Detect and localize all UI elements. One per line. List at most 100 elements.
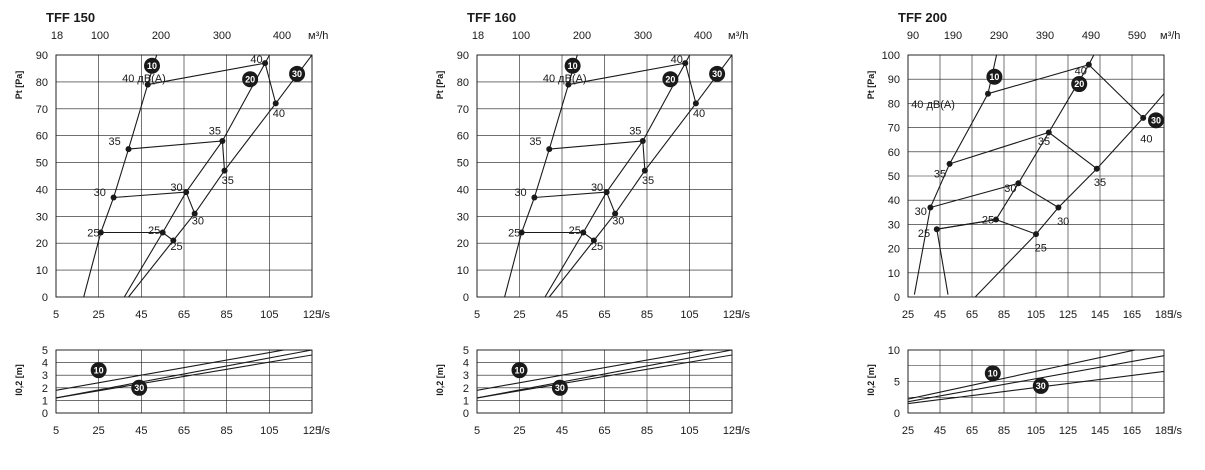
series-badge-30-label: 30: [292, 69, 302, 79]
x-tick-label: 105: [1027, 309, 1045, 321]
level-label: 35: [1038, 136, 1050, 148]
level-point: [1055, 204, 1062, 211]
x2-tick-label: 290: [990, 30, 1008, 42]
x-tick-label: 85: [221, 309, 233, 321]
y-tick-label: 40: [36, 184, 48, 196]
x-tick-label: 65: [178, 309, 190, 321]
level-point: [531, 194, 538, 201]
x-tick-label: 85: [641, 309, 653, 321]
x-tick-label: 25: [902, 309, 914, 321]
x-tick-label: 5: [474, 309, 480, 321]
level-label: 40: [693, 108, 705, 120]
series-badge-30-label: 30: [1151, 116, 1161, 126]
level-label: 30: [514, 187, 526, 199]
level-label: 30: [591, 182, 603, 194]
x-tick-label: 185: [1155, 309, 1173, 321]
throw-frame: [907, 349, 1165, 414]
x2-tick-label: 100: [512, 30, 530, 42]
throw-line-20: [56, 350, 312, 399]
level-point: [518, 229, 525, 236]
level-label: 40: [671, 54, 683, 66]
level-label: 35: [222, 175, 234, 187]
curve-group: [504, 55, 732, 297]
series-badge-10: 10: [986, 68, 1003, 85]
level-label: 35: [629, 125, 641, 137]
throw-badge-10-label: 10: [988, 369, 998, 379]
level-point: [272, 100, 279, 107]
throw-badge-10: 10: [511, 362, 528, 379]
level-point: [639, 138, 646, 145]
throw-x-tick-label: 105: [260, 425, 278, 437]
y-tick-label: 70: [457, 104, 469, 116]
throw-line-10: [56, 350, 287, 391]
level-label: 25: [87, 227, 99, 239]
level-label: 35: [109, 136, 121, 148]
throw-x-tick-label: 125: [723, 425, 741, 437]
series-curve-10: [504, 55, 578, 297]
series-badge-30-circle: [709, 65, 726, 82]
throw-y-tick-label: 5: [894, 377, 900, 389]
x2-tick-label: 300: [634, 30, 652, 42]
series-badge-20-circle: [662, 71, 679, 88]
y-tick-label: 90: [457, 50, 469, 62]
throw-x-axis-label: l/s: [1171, 425, 1183, 437]
level-point: [219, 138, 226, 145]
level-point: [221, 167, 228, 174]
level-point: [993, 216, 999, 223]
throw-y-tick-label: 0: [894, 408, 900, 420]
level-label: 25: [982, 215, 994, 227]
level-label: 25: [1035, 242, 1047, 254]
throw-y-axis-label: l0,2 [m]: [435, 364, 445, 396]
x-tick-label: 45: [556, 309, 568, 321]
y-tick-label: 60: [36, 131, 48, 143]
x-tick-label: 25: [513, 309, 525, 321]
throw-badge-30-label: 30: [1036, 381, 1046, 391]
level-label: 25: [508, 227, 520, 239]
level-point: [1093, 165, 1100, 172]
series-badge-20-label: 20: [665, 74, 675, 84]
throw-y-tick-label: 10: [888, 345, 900, 357]
series-badge-10-label: 10: [989, 72, 999, 82]
series-badge-20: 20: [242, 71, 259, 88]
y-axis-label: Pt [Pa]: [14, 71, 24, 100]
throw-x-tick-label: 5: [53, 425, 59, 437]
level-label: 25: [591, 241, 603, 253]
throw-y-tick-label: 5: [463, 345, 469, 357]
series-curve-30: [974, 93, 1164, 297]
throw-badge-10-label: 10: [514, 365, 524, 375]
series-badge-10-label: 10: [147, 61, 157, 71]
level-label: 30: [915, 206, 927, 218]
level-label: 35: [529, 136, 541, 148]
throw-x-tick-label: 45: [556, 425, 568, 437]
level-label: 30: [192, 215, 204, 227]
x2-tick-label: 18: [472, 30, 484, 42]
y-tick-label: 0: [894, 292, 900, 304]
throw-line-20: [477, 350, 732, 399]
throw-y-tick-label: 5: [42, 345, 48, 357]
throw-frame: [476, 349, 733, 414]
level-label: 25: [170, 241, 182, 253]
level-point: [933, 226, 940, 233]
throw-x-tick-label: 165: [1123, 425, 1141, 437]
throw-y-tick-label: 2: [42, 383, 48, 395]
x-axis-label: l/s: [1171, 309, 1183, 321]
y-tick-label: 30: [457, 211, 469, 223]
level-point: [262, 60, 269, 67]
x2-tick-label: 400: [273, 30, 291, 42]
throw-badge-30-circle: [1032, 377, 1049, 394]
throw-x-tick-label: 25: [902, 425, 914, 437]
level-label: 30: [94, 187, 106, 199]
series-badge-10-circle: [564, 57, 581, 74]
chart-title: TFF 150: [46, 10, 95, 25]
level-label: 35: [1094, 177, 1106, 189]
series-curve-20: [123, 55, 271, 297]
series-badge-30-circle: [289, 65, 306, 82]
throw-x-tick-label: 105: [1027, 425, 1045, 437]
y-tick-label: 90: [888, 74, 900, 86]
series-badge-30: 30: [1148, 112, 1164, 129]
level-point: [191, 210, 198, 217]
x-tick-label: 125: [723, 309, 741, 321]
y-tick-label: 10: [888, 268, 900, 280]
